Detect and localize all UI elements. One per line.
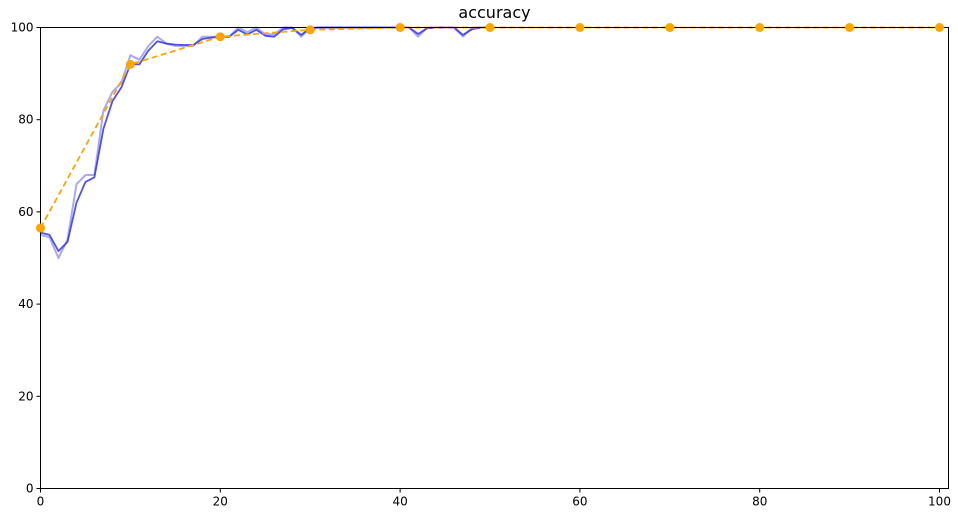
x-tick-label: 100 [928, 495, 951, 509]
y-tick-label: 20 [18, 389, 33, 403]
eval-accuracy-point [305, 25, 315, 35]
raw-accuracy-line [40, 26, 490, 259]
x-tick-label: 80 [752, 495, 767, 509]
eval-accuracy-point [845, 23, 855, 32]
x-tick-label: 0 [37, 495, 45, 509]
plot-frame [40, 27, 949, 489]
eval-accuracy-point [575, 23, 585, 32]
chart-title: accuracy [458, 3, 530, 22]
eval-accuracy-point [395, 23, 405, 32]
x-tick-label: 60 [572, 495, 587, 509]
x-tick-label: 20 [213, 495, 228, 509]
y-tick-label: 40 [18, 297, 33, 311]
eval-accuracy-point [36, 223, 45, 233]
eval-accuracy-point [215, 32, 225, 42]
axes-layer: 0 20 40 60 80 100 0 20 40 60 80 100 [11, 21, 951, 509]
series-layer [40, 26, 940, 259]
y-tick-label: 80 [18, 113, 33, 127]
eval-accuracy-line [40, 26, 940, 229]
eval-accuracy-point [935, 23, 945, 32]
smoothed-accuracy-line [40, 26, 490, 253]
eval-accuracy-point [755, 23, 765, 32]
x-tick-label: 40 [392, 495, 407, 509]
y-tick-label: 100 [11, 21, 34, 35]
eval-accuracy-point [485, 23, 495, 32]
y-tick-label: 0 [26, 482, 34, 496]
eval-accuracy-point [665, 23, 675, 32]
eval-accuracy-point [125, 59, 135, 69]
y-tick-label: 60 [18, 205, 33, 219]
